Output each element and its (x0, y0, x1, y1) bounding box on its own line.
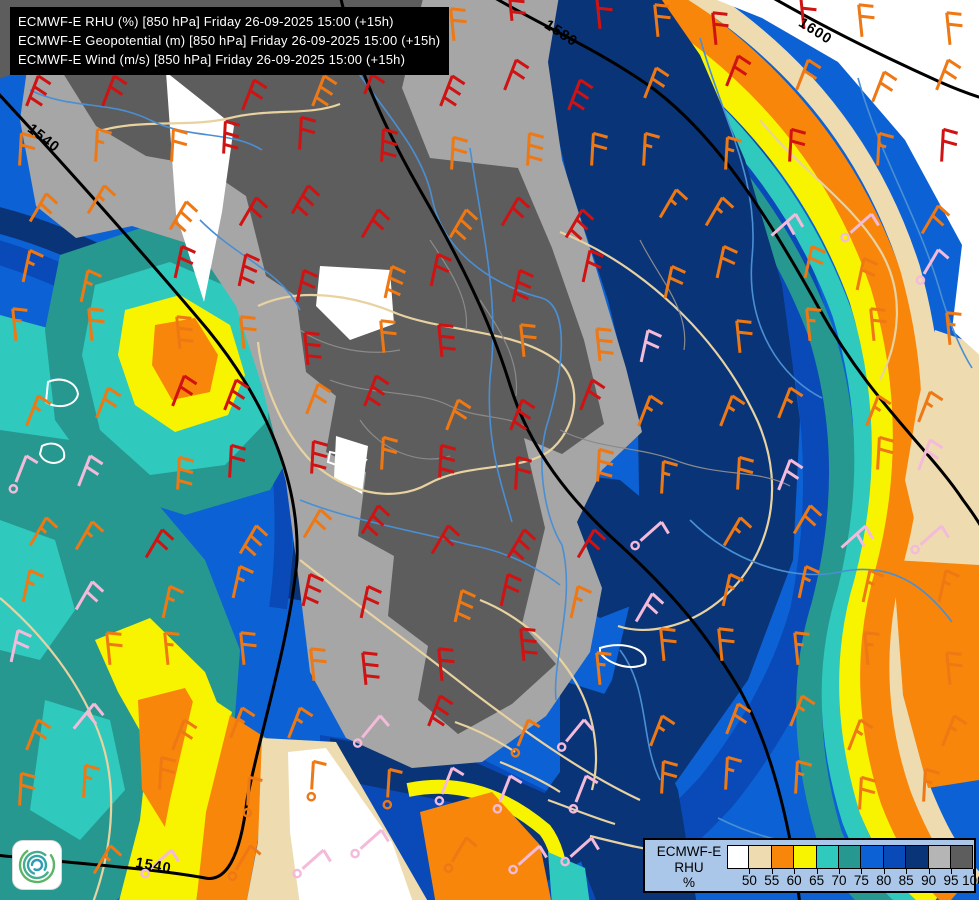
legend-cell (816, 845, 839, 869)
legend-cell (883, 845, 907, 869)
legend-value: 55 (764, 873, 780, 888)
legend-cell (906, 845, 929, 869)
legend-value: 70 (831, 873, 847, 888)
lake-outlines (38, 378, 647, 668)
legend-value: 80 (876, 873, 892, 888)
contour-1540 (0, 93, 299, 880)
legend-cell (838, 845, 862, 869)
contour-1580 (495, 0, 979, 526)
spiral-icon (18, 846, 56, 884)
legend-cell (771, 845, 795, 869)
legend-color-cells (727, 845, 974, 869)
legend-cell (950, 845, 974, 869)
legend-cell (794, 845, 817, 869)
legend-value: 65 (809, 873, 825, 888)
forecast-header: ECMWF-E RHU (%) [850 hPa] Friday 26-09-2… (10, 7, 450, 75)
legend-value: 85 (898, 873, 914, 888)
legend-cell (861, 845, 884, 869)
legend-cell (727, 845, 750, 869)
legend-value: 60 (786, 873, 802, 888)
cyclone-spiral-logo (12, 840, 62, 890)
legend-value: 75 (853, 873, 869, 888)
legend-value: 95 (943, 873, 959, 888)
country-borders (0, 102, 898, 900)
rhu-legend: ECMWF-E RHU % 50 55 60 65 70 75 80 85 90 95100 (643, 838, 979, 893)
legend-value: 50 (741, 873, 757, 888)
contour-1600 (773, 0, 979, 99)
wind-barbs (8, 0, 968, 881)
legend-cell (749, 845, 772, 869)
legend-cell (928, 845, 951, 869)
legend-value: 90 (921, 873, 937, 888)
header-line-rhu: ECMWF-E RHU (%) [850 hPa] Friday 26-09-2… (18, 14, 394, 29)
header-line-geo: ECMWF-E Geopotential (m) [850 hPa] Frida… (18, 33, 441, 48)
legend-value: 100 (962, 873, 979, 888)
legend-title: ECMWF-E RHU % (656, 844, 722, 890)
contour-1560 (339, 0, 801, 900)
header-line-wind: ECMWF-E Wind (m/s) [850 hPa] Friday 26-0… (18, 52, 406, 67)
